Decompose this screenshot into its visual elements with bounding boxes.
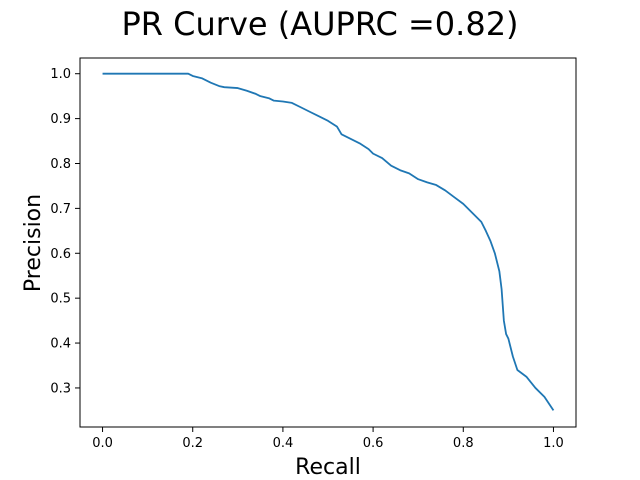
y-axis-label: Precision bbox=[21, 194, 46, 292]
x-tick-label: 1.0 bbox=[543, 436, 564, 451]
y-tick-label: 0.9 bbox=[50, 112, 71, 127]
y-tick-label: 0.5 bbox=[50, 292, 71, 307]
chart-title: PR Curve (AUPRC =0.82) bbox=[121, 5, 518, 43]
y-tick-label: 0.7 bbox=[50, 202, 71, 217]
y-tick-label: 0.6 bbox=[50, 247, 71, 262]
y-axis-ticks: 0.3 0.4 0.5 0.6 0.7 0.8 0.9 1.0 bbox=[50, 67, 80, 396]
x-axis-ticks: 0.0 0.2 0.4 0.6 0.8 1.0 bbox=[92, 427, 564, 451]
x-tick-label: 0.0 bbox=[92, 436, 113, 451]
x-tick-label: 0.8 bbox=[453, 436, 474, 451]
x-tick-label: 0.2 bbox=[182, 436, 203, 451]
x-tick-label: 0.4 bbox=[273, 436, 294, 451]
y-tick-label: 0.3 bbox=[50, 381, 71, 396]
plot-frame bbox=[79, 57, 577, 428]
y-tick-label: 0.8 bbox=[50, 157, 71, 172]
y-tick-label: 1.0 bbox=[50, 67, 71, 82]
x-axis-label: Recall bbox=[295, 455, 361, 480]
x-tick-label: 0.6 bbox=[363, 436, 384, 451]
pr-curve-line bbox=[102, 72, 555, 411]
y-tick-label: 0.4 bbox=[50, 337, 71, 352]
